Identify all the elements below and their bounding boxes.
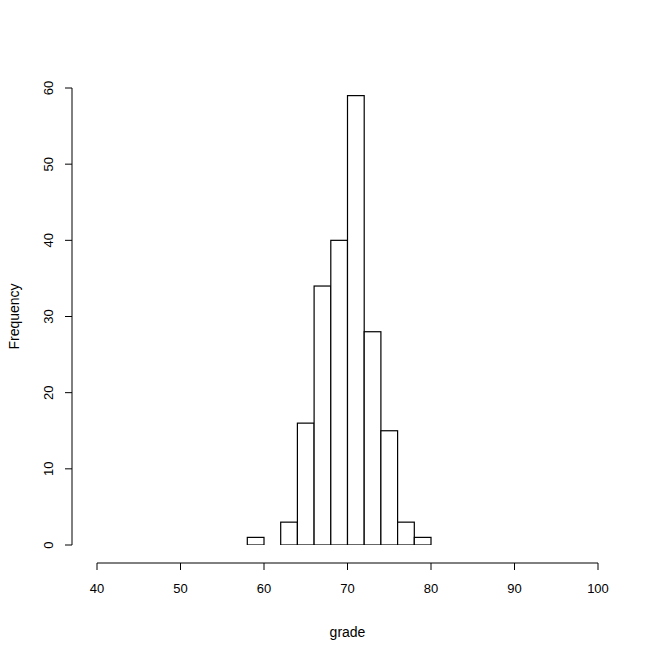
y-tick (65, 164, 72, 165)
x-tick-label: 100 (587, 581, 609, 596)
y-tick-label: 30 (41, 309, 56, 323)
x-tick (264, 563, 265, 570)
y-tick (65, 468, 72, 469)
x-tick-label: 70 (340, 581, 354, 596)
histogram-bar (281, 522, 298, 545)
y-tick-label: 50 (41, 157, 56, 171)
y-tick (65, 392, 72, 393)
histogram-bar (314, 286, 331, 545)
histogram-bar (297, 423, 314, 545)
histogram-bar (264, 544, 281, 545)
y-axis-label: Frequency (6, 283, 22, 349)
x-tick (180, 563, 181, 570)
x-tick-label: 80 (424, 581, 438, 596)
y-tick-label: 0 (41, 541, 56, 548)
chart-container: 40 50 60 70 80 90 100 0 10 20 30 40 50 60 grade Frequen… (0, 0, 660, 660)
bars (247, 96, 431, 545)
x-tick (97, 563, 98, 570)
y-tick-label: 10 (41, 462, 56, 476)
histogram-bar (364, 332, 381, 545)
y-tick-label: 60 (41, 81, 56, 95)
x-tick (514, 563, 515, 570)
y-tick (65, 240, 72, 241)
y-tick-label: 40 (41, 233, 56, 247)
x-tick (347, 563, 348, 570)
x-tick-label: 50 (173, 581, 187, 596)
x-tick-label: 90 (507, 581, 521, 596)
histogram-bar (414, 537, 431, 545)
y-tick (65, 316, 72, 317)
histogram-bar (331, 240, 348, 545)
x-tick-label: 60 (257, 581, 271, 596)
x-tick (598, 563, 599, 570)
chart-svg: 40 50 60 70 80 90 100 0 10 20 30 40 50 60 grade Frequen… (0, 0, 660, 660)
histogram-bar (348, 96, 365, 545)
x-tick (431, 563, 432, 570)
histogram-bar (398, 522, 415, 545)
y-tick (65, 88, 72, 89)
y-tick (65, 545, 72, 546)
x-axis-label: grade (330, 624, 366, 640)
histogram-bar (247, 537, 264, 545)
histogram-bar (381, 431, 398, 545)
y-tick-label: 20 (41, 385, 56, 399)
x-tick-label: 40 (90, 581, 104, 596)
